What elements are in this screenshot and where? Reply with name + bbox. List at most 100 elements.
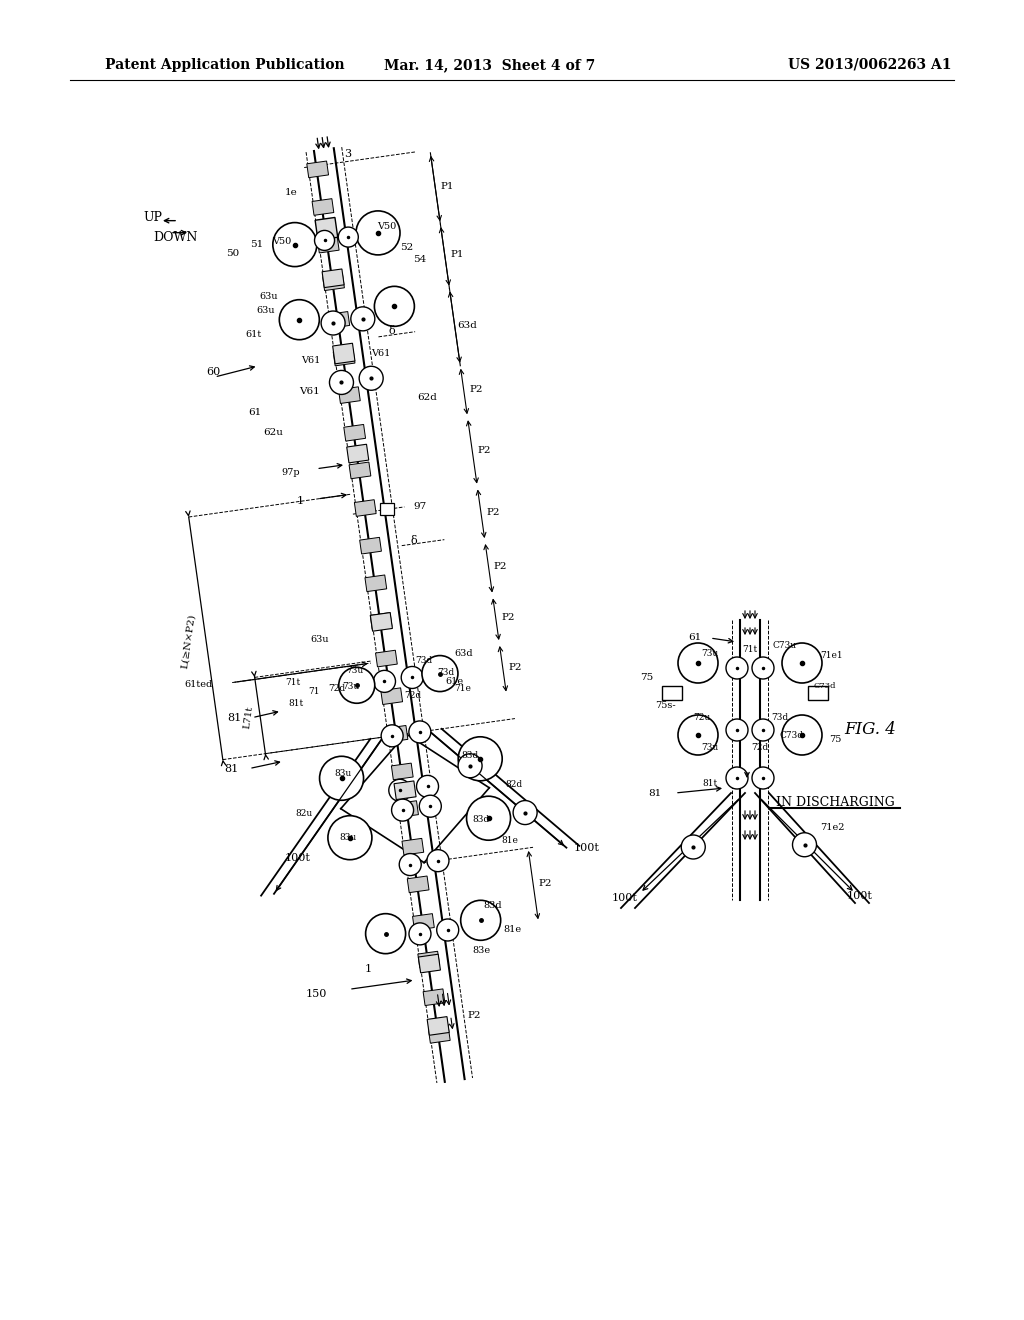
Text: 72d: 72d <box>329 684 345 693</box>
Text: 73u: 73u <box>346 665 364 675</box>
Circle shape <box>374 671 395 693</box>
Text: 97: 97 <box>413 503 426 511</box>
Text: 83u: 83u <box>339 833 356 842</box>
Text: 51: 51 <box>250 240 263 249</box>
Text: 71: 71 <box>308 686 319 696</box>
Bar <box>365 576 387 591</box>
Text: 83u: 83u <box>334 768 351 777</box>
Circle shape <box>351 306 375 331</box>
Circle shape <box>319 756 364 800</box>
Bar <box>380 503 393 515</box>
Text: 71e1: 71e1 <box>820 652 844 660</box>
Bar <box>394 781 416 800</box>
Circle shape <box>381 725 403 747</box>
Circle shape <box>338 227 358 247</box>
Bar <box>323 269 344 288</box>
Text: 81: 81 <box>224 763 239 774</box>
Text: 81e: 81e <box>503 924 521 933</box>
Text: 81t: 81t <box>288 700 303 709</box>
Bar <box>428 1027 451 1043</box>
Text: 61t: 61t <box>246 330 262 339</box>
Bar <box>396 801 419 817</box>
Text: 60: 60 <box>207 367 221 378</box>
Bar <box>312 199 334 215</box>
Text: L71t: L71t <box>242 705 254 729</box>
Text: 73u: 73u <box>342 681 359 690</box>
Bar <box>339 387 360 404</box>
Circle shape <box>409 923 431 945</box>
Text: P1: P1 <box>440 182 454 191</box>
Circle shape <box>328 816 372 859</box>
Bar <box>323 275 344 290</box>
Bar <box>317 236 339 253</box>
Text: 63u: 63u <box>310 635 330 644</box>
Text: Mar. 14, 2013  Sheet 4 of 7: Mar. 14, 2013 Sheet 4 of 7 <box>384 58 596 73</box>
Circle shape <box>359 366 383 391</box>
Text: P2: P2 <box>469 385 482 395</box>
Text: 63u: 63u <box>256 306 275 314</box>
Bar <box>328 312 349 329</box>
Text: 100t: 100t <box>285 853 311 863</box>
Text: 82u: 82u <box>296 809 312 818</box>
Circle shape <box>322 312 345 335</box>
Text: 81: 81 <box>227 713 242 722</box>
Circle shape <box>752 719 774 741</box>
Circle shape <box>678 715 718 755</box>
Bar <box>427 1016 450 1035</box>
Bar <box>402 838 424 855</box>
Circle shape <box>419 795 441 817</box>
Bar <box>413 913 434 931</box>
Text: 62u: 62u <box>263 428 283 437</box>
Text: 75: 75 <box>828 735 841 744</box>
Text: 61: 61 <box>688 634 701 643</box>
Circle shape <box>678 643 718 682</box>
Text: δ: δ <box>388 326 395 335</box>
Bar <box>386 726 408 742</box>
Bar <box>381 688 402 705</box>
Text: 61: 61 <box>248 408 261 417</box>
Circle shape <box>752 767 774 789</box>
Circle shape <box>458 737 502 781</box>
Circle shape <box>752 657 774 678</box>
Text: UP: UP <box>143 211 163 224</box>
Circle shape <box>681 836 706 859</box>
Circle shape <box>513 800 538 825</box>
Bar <box>354 500 376 516</box>
Circle shape <box>726 767 748 789</box>
Text: 100t: 100t <box>573 842 599 853</box>
Circle shape <box>458 754 482 777</box>
Bar <box>333 343 355 364</box>
Circle shape <box>782 643 822 682</box>
Text: 72u: 72u <box>693 714 711 722</box>
Circle shape <box>280 300 319 339</box>
Text: P1: P1 <box>451 251 464 259</box>
Circle shape <box>339 668 375 704</box>
Circle shape <box>726 719 748 741</box>
Circle shape <box>356 211 400 255</box>
Text: 1: 1 <box>365 965 372 974</box>
Text: δ: δ <box>411 536 418 546</box>
Text: P2: P2 <box>477 446 492 454</box>
Text: 1: 1 <box>297 496 304 507</box>
Circle shape <box>417 775 438 797</box>
Text: 73u: 73u <box>701 743 719 752</box>
Circle shape <box>726 657 748 678</box>
Circle shape <box>782 715 822 755</box>
Bar <box>315 218 338 240</box>
Text: 63d: 63d <box>454 648 473 657</box>
Circle shape <box>793 833 816 857</box>
Text: 71e2: 71e2 <box>820 824 844 833</box>
Text: 72d: 72d <box>404 692 421 700</box>
Text: 52: 52 <box>399 243 413 252</box>
Circle shape <box>399 854 421 875</box>
Bar <box>333 350 355 366</box>
Text: V61: V61 <box>371 350 390 358</box>
Text: V61: V61 <box>301 356 321 364</box>
Text: 73u: 73u <box>701 648 719 657</box>
Bar <box>371 612 392 630</box>
Text: 82d: 82d <box>506 780 522 789</box>
Text: 83e: 83e <box>473 946 490 954</box>
Text: US 2013/0062263 A1: US 2013/0062263 A1 <box>788 58 951 73</box>
Text: V50: V50 <box>378 222 397 231</box>
Text: P2: P2 <box>467 1011 480 1019</box>
